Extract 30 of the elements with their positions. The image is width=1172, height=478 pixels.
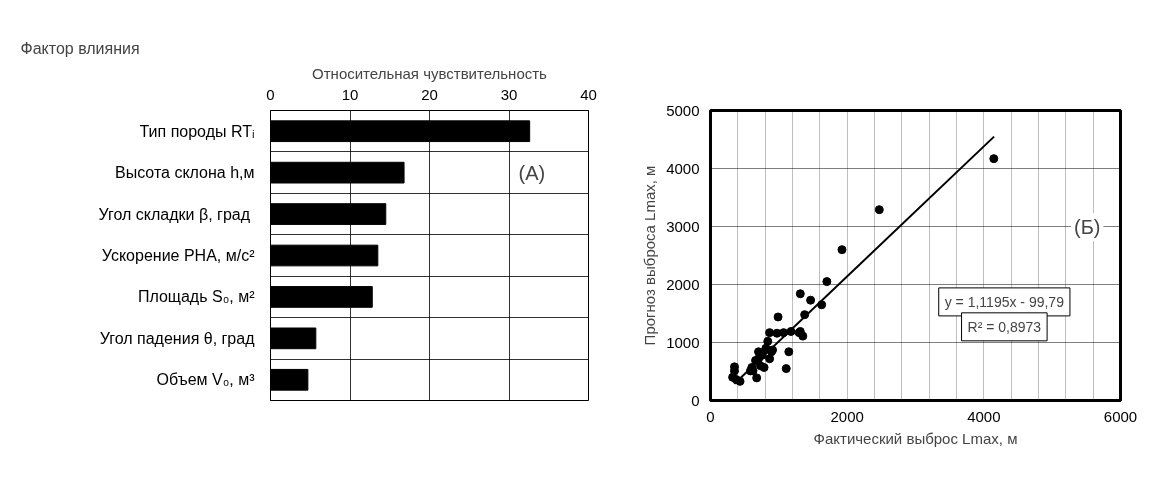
annotation: (А) [518, 161, 546, 184]
x-tick-label: 20 [421, 85, 438, 103]
y-tick-label: 2000 [666, 275, 700, 293]
y-tick-label: Угол падения θ, град [99, 329, 256, 347]
y-tick-label: Высота склона h,м [114, 164, 255, 182]
x-tick-label: 10 [341, 85, 359, 103]
x-tick-label: 30 [500, 85, 518, 103]
y-tick-label: 4000 [666, 159, 700, 177]
y-tick-label: 0 [691, 391, 700, 409]
x-axis-title: Фактический выброс Lmax, м [813, 429, 1018, 447]
annotation: y = 1,1195x - 99,79 [944, 293, 1065, 310]
y-tick-label: 3000 [666, 217, 700, 235]
y-tick-label: 1000 [666, 333, 700, 351]
y-tick-label: 5000 [666, 101, 700, 119]
y-axis-title: Фактор влияния [20, 39, 140, 57]
y-axis-title: Прогноз выброса Lmax, м [641, 165, 659, 346]
x-axis-title: Относительная чувствительность [312, 64, 548, 82]
x-tick-label: 40 [580, 85, 597, 103]
y-tick-label: Тип породы RTᵢ [139, 122, 255, 140]
x-tick-label: 6000 [1103, 407, 1138, 425]
x-tick-label: 0 [266, 85, 275, 103]
y-tick-label: Ускорение РНА, м/с² [101, 247, 256, 264]
y-tick-label: Угол складки β, град [98, 205, 251, 223]
x-tick-label: 2000 [830, 407, 864, 425]
y-tick-label: Площадь S₀, м² [137, 288, 256, 306]
x-tick-label: 4000 [967, 407, 1001, 425]
y-tick-label: Объем V₀, м³ [156, 371, 256, 389]
annotation: R² = 0,8973 [967, 318, 1042, 335]
x-tick-label: 0 [706, 407, 715, 425]
annotation: (Б) [1073, 216, 1101, 238]
